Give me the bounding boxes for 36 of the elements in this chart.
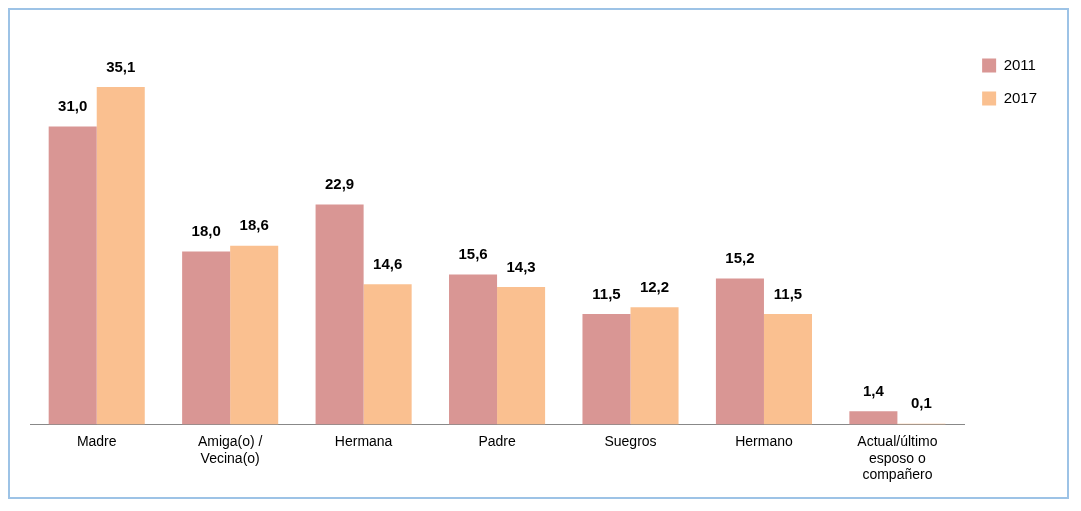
- bar: [497, 287, 546, 425]
- x-tick-label: Actual/último esposo o compañero: [857, 432, 938, 483]
- bar: [363, 284, 412, 425]
- x-tick-label: Padre: [478, 432, 516, 449]
- data-label: 14,3: [506, 257, 536, 275]
- legend-label: 2017: [1003, 88, 1038, 106]
- data-label: 0,1: [911, 394, 932, 412]
- bar: [449, 274, 498, 425]
- data-label: 18,6: [239, 216, 269, 234]
- bar: [315, 204, 364, 425]
- data-label: 14,6: [373, 254, 403, 272]
- bar: [630, 307, 679, 425]
- data-label: 12,2: [639, 277, 670, 295]
- data-label: 35,1: [106, 57, 136, 75]
- data-label: 18,0: [191, 222, 221, 240]
- data-label: 22,9: [325, 175, 355, 193]
- x-tick-label: Hermana: [334, 432, 393, 449]
- data-label: 31,0: [58, 97, 88, 115]
- bar: [715, 278, 764, 425]
- data-label: 15,2: [725, 249, 755, 267]
- bar: [763, 314, 812, 425]
- bar: [230, 245, 279, 425]
- bar: [48, 126, 97, 425]
- data-label: 15,6: [458, 245, 488, 263]
- x-tick-label: Madre: [76, 432, 117, 449]
- x-tick-label: Amiga(o) / Vecina(o): [197, 432, 263, 466]
- bar: [182, 251, 231, 425]
- x-tick-label: Suegros: [604, 432, 657, 449]
- data-label: 1,4: [862, 381, 885, 399]
- bar: [849, 411, 898, 425]
- x-tick-label: Hermano: [735, 432, 793, 449]
- bar: [96, 87, 145, 425]
- data-label: 11,5: [592, 284, 621, 302]
- legend-label: 2011: [1003, 55, 1036, 73]
- data-label: 11,5: [773, 284, 803, 302]
- bar: [582, 314, 631, 425]
